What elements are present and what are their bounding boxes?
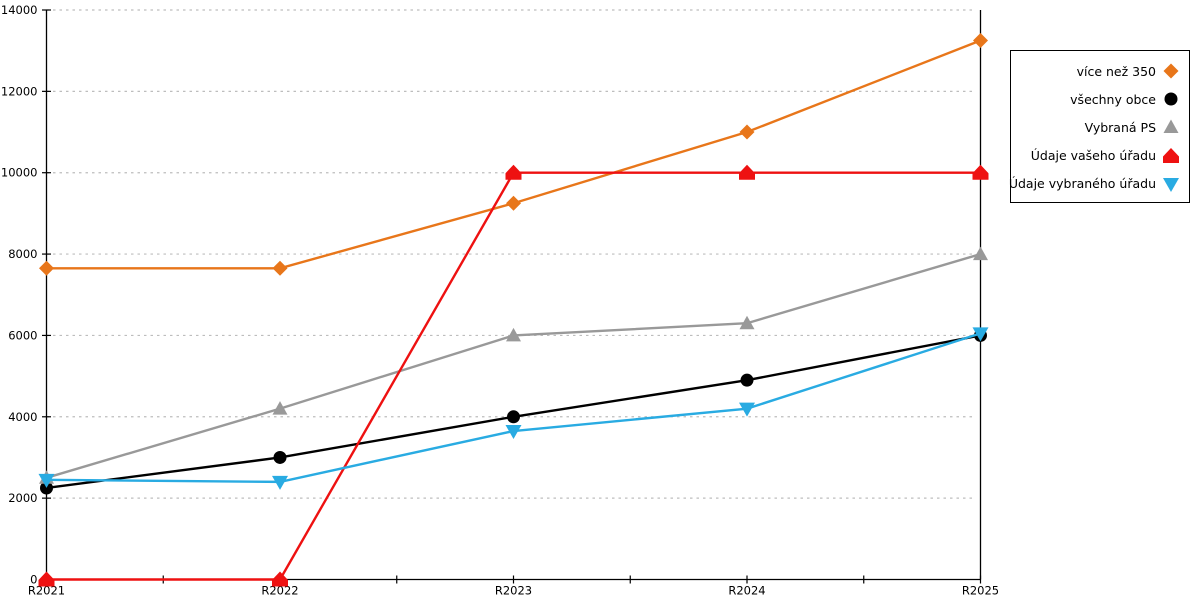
data-point-diamond [739,124,755,140]
data-point-triangle-down [739,402,755,417]
data-point-pentagon [38,571,55,587]
data-point-circle [507,410,520,424]
legend-item: Údaje vybraného úřadu [1009,170,1181,198]
legend-item: více než 350 [1015,57,1181,85]
legend-marker-circle-icon [1161,89,1181,109]
series-line [46,39,981,270]
series-line [46,332,981,484]
data-point-diamond [506,195,521,211]
legend-label: více než 350 [1076,63,1156,79]
data-point-diamond [973,33,988,49]
legend-marker-triangle-up-icon [1161,117,1181,137]
y-tick-label: 10000 [1,166,38,180]
x-tick-label: R2025 [962,584,999,598]
legend-item: všechny obce [1015,85,1181,113]
data-point-pentagon [739,164,755,180]
data-point-diamond [39,260,54,276]
legend-label: Údaje vašeho úřadu [1030,148,1156,164]
data-point-pentagon [272,571,288,587]
legend-marker-pentagon-icon [1161,146,1181,166]
data-point-triangle-down [972,327,989,342]
data-point-triangle-down [272,475,288,490]
x-tick-label: R2021 [28,584,65,598]
data-point-triangle-up [272,401,288,415]
y-tick-label: 0 [30,573,37,587]
x-tick-label: R2022 [261,584,298,598]
y-tick-label: 2000 [8,491,37,505]
legend-item: Vybraná PS [1015,113,1181,141]
x-tick-label: R2023 [495,584,532,598]
data-point-diamond [272,260,288,276]
data-point-circle [273,450,287,464]
series-line [46,171,981,581]
data-point-circle [40,481,53,495]
legend: více než 350 všechny obce Vybraná PS Údaje … [1009,50,1190,203]
data-point-triangle-down [505,425,522,440]
data-point-pentagon [505,164,522,180]
data-point-triangle-up [739,315,755,330]
y-tick-label: 6000 [8,328,37,342]
legend-label: všechny obce [1070,91,1156,107]
y-tick-label: 12000 [1,84,38,98]
legend-item: Údaje vašeho úřadu [1015,142,1181,170]
data-point-triangle-down [38,473,55,488]
y-tick-label: 4000 [8,410,37,424]
x-tick-label: R2024 [728,584,765,598]
data-point-pentagon [972,164,989,180]
legend-label: Údaje vybraného úřadu [1008,176,1156,192]
data-point-triangle-up [973,246,988,261]
data-point-circle [740,373,754,387]
legend-marker-diamond-icon [1161,61,1181,81]
data-point-triangle-up [506,327,521,342]
legend-label: Vybraná PS [1084,119,1156,135]
series-line [46,252,981,479]
y-tick-label: 14000 [1,3,38,17]
legend-marker-triangle-down-icon [1161,174,1181,194]
y-tick-label: 8000 [8,247,37,261]
